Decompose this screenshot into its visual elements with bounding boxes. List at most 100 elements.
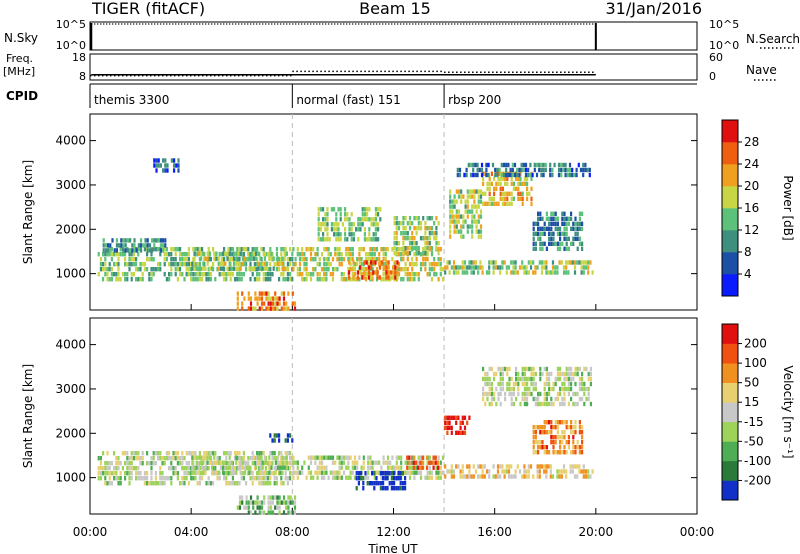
heatmap-cell	[419, 236, 423, 241]
heatmap-cell	[115, 262, 118, 267]
heatmap-cell	[435, 475, 438, 480]
heatmap-cell	[496, 469, 500, 474]
heatmap-cell	[496, 474, 500, 479]
heatmap-cell	[580, 260, 583, 265]
heatmap-cell	[335, 222, 338, 227]
heatmap-cell	[275, 433, 278, 438]
heatmap-cell	[259, 256, 262, 261]
heatmap-cell	[444, 425, 447, 430]
heatmap-power	[97, 158, 594, 311]
heatmap-cell	[589, 401, 592, 407]
heatmap-cell	[170, 252, 173, 257]
heatmap-cell	[305, 262, 308, 267]
heatmap-cell	[503, 260, 506, 265]
heatmap-cell	[364, 475, 368, 480]
heatmap-cell	[198, 451, 201, 456]
heatmap-cell	[532, 386, 535, 392]
heatmap-cell	[589, 260, 592, 265]
heatmap-cell	[468, 194, 472, 199]
heatmap-cell	[406, 231, 409, 236]
heatmap-cell	[267, 301, 270, 306]
heatmap-cell	[404, 231, 407, 236]
heatmap-cell	[128, 456, 131, 461]
heatmap-cell	[533, 167, 536, 173]
heatmap-cell	[282, 510, 286, 515]
heatmap-cell	[387, 265, 390, 270]
heatmap-cell	[488, 186, 491, 191]
heatmap-cell	[369, 257, 372, 262]
heatmap-cell	[268, 251, 271, 256]
heatmap-cell	[435, 272, 438, 277]
heatmap-cell	[463, 270, 467, 275]
heatmap-cell	[499, 196, 502, 201]
heatmap-cell	[349, 262, 352, 267]
heatmap-cell	[517, 196, 520, 201]
heatmap-cell	[110, 461, 113, 466]
heatmap-cell	[280, 481, 283, 486]
heatmap-cell	[342, 460, 346, 465]
heatmap-cell	[548, 386, 551, 392]
heatmap-cell	[326, 227, 329, 232]
heatmap-cell	[556, 246, 559, 251]
heatmap-cell	[285, 306, 288, 311]
heatmap-cell	[527, 260, 530, 265]
heatmap-cell	[433, 262, 436, 267]
heatmap-cell	[556, 420, 559, 425]
heatmap-cell	[387, 260, 390, 265]
heatmap-cell	[379, 486, 382, 491]
heatmap-cell	[200, 455, 203, 460]
heatmap-cell	[271, 272, 274, 277]
heatmap-cell	[176, 461, 179, 466]
heatmap-cell	[370, 275, 373, 280]
heatmap-cell	[284, 461, 287, 466]
heatmap-cell	[337, 207, 340, 212]
heatmap-cell	[561, 241, 564, 246]
heatmap-cell	[559, 366, 562, 372]
heatmap-cell	[534, 246, 537, 251]
heatmap-cell	[214, 451, 217, 456]
heatmap-cell	[314, 257, 317, 262]
heatmap-cell	[323, 475, 326, 480]
heatmap-cell	[449, 214, 452, 219]
heatmap-cell	[587, 260, 590, 265]
heatmap-cell	[532, 241, 535, 246]
heatmap-cell	[196, 277, 199, 282]
heatmap-cell	[497, 201, 500, 206]
heatmap-cell	[415, 241, 418, 246]
heatmap-cell	[202, 266, 205, 271]
heatmap-cell	[397, 465, 401, 470]
heatmap-cell	[584, 167, 587, 173]
heatmap-cell	[237, 266, 240, 271]
heatmap-cell	[531, 172, 534, 178]
heatmap-cell	[433, 257, 436, 262]
heatmap-cell	[523, 371, 526, 377]
heatmap-cell	[517, 381, 520, 387]
heatmap-cell	[515, 376, 518, 382]
heatmap-cell	[556, 241, 559, 246]
heatmap-cell	[366, 207, 369, 212]
heatmap-cell	[574, 401, 577, 407]
heatmap-cell	[316, 247, 319, 252]
heatmap-cell	[552, 221, 555, 226]
heatmap-cell	[472, 162, 475, 168]
heatmap-cell	[504, 201, 507, 206]
heatmap-cell	[518, 469, 522, 474]
heatmap-cell	[240, 247, 243, 252]
heatmap-cell	[519, 191, 522, 196]
heatmap-cell	[298, 267, 302, 272]
heatmap-cell	[185, 272, 188, 277]
heatmap-cell	[396, 270, 399, 275]
sky-ytick-top: 10^5	[56, 18, 86, 31]
heatmap-cell	[150, 461, 153, 466]
heatmap-cell	[539, 430, 542, 435]
heatmap-cell	[281, 261, 284, 266]
heatmap-cell	[468, 260, 471, 265]
heatmap-cell	[130, 252, 133, 257]
heatmap-cell	[193, 261, 196, 266]
heatmap-cell	[368, 207, 371, 212]
heatmap-cell	[506, 181, 509, 186]
heatmap-cell	[511, 167, 514, 173]
heatmap-cell	[137, 466, 140, 471]
heatmap-cell	[532, 260, 535, 265]
heatmap-cell	[234, 466, 237, 471]
